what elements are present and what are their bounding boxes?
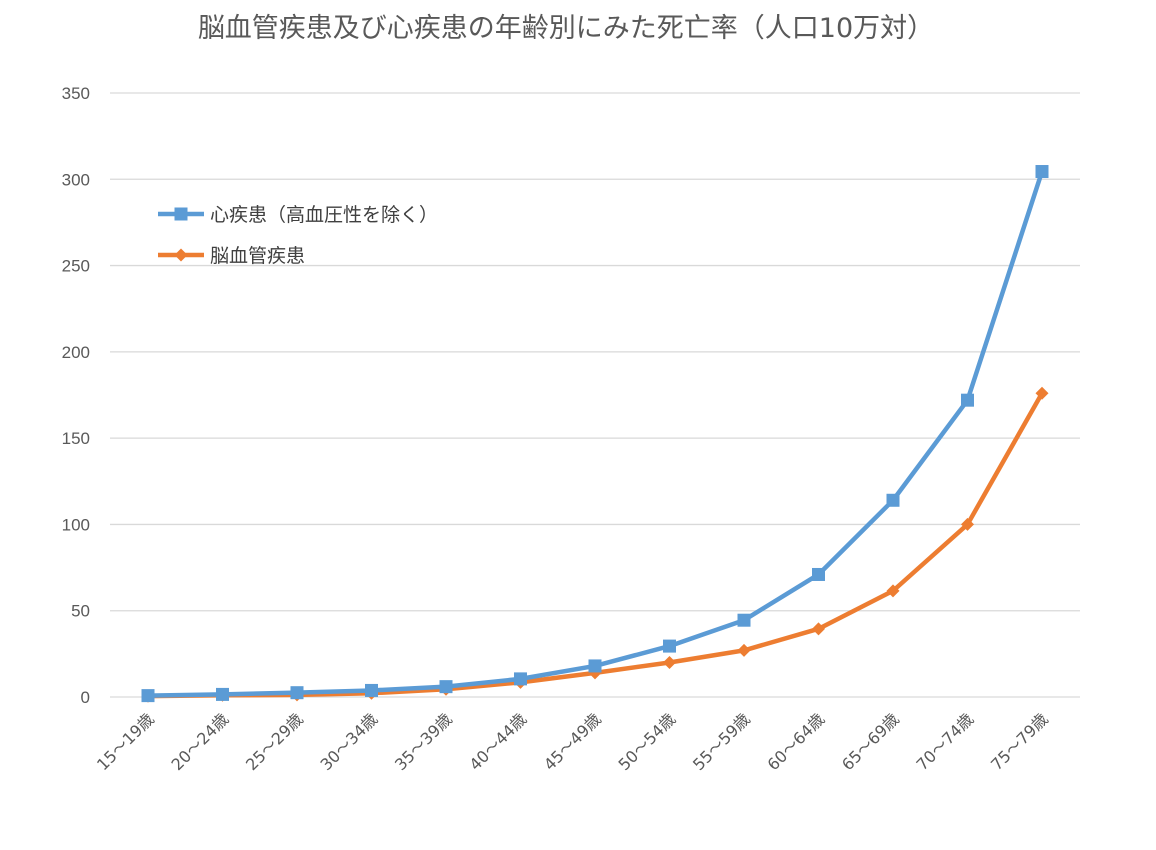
data-point bbox=[961, 517, 974, 531]
x-axis-ticks: 15～19歳 20～24歳 25～29歳 30～34歳 35～39歳 40～44歳 45～4… bbox=[93, 709, 1052, 774]
legend-marker bbox=[174, 207, 188, 221]
x-tick-label: 55～59歳 bbox=[689, 709, 754, 774]
legend-marker bbox=[174, 248, 188, 262]
data-point bbox=[812, 567, 825, 581]
y-tick-label: 0 bbox=[81, 688, 90, 707]
gridlines bbox=[110, 92, 1080, 698]
y-tick-label: 350 bbox=[62, 84, 90, 103]
y-tick-label: 50 bbox=[71, 602, 90, 621]
y-axis-ticks: 0 50 100 150 200 250 300 350 bbox=[62, 84, 90, 707]
legend-item: 心疾患（高血圧性を除く） bbox=[158, 204, 438, 226]
x-tick-label: 30～34歳 bbox=[316, 709, 381, 774]
x-tick-label: 40～44歳 bbox=[465, 709, 530, 774]
data-point bbox=[663, 655, 676, 669]
x-tick-label: 25～29歳 bbox=[242, 709, 307, 774]
data-point bbox=[439, 680, 453, 694]
data-point bbox=[886, 493, 900, 507]
data-point bbox=[514, 672, 527, 686]
x-tick-label: 50～54歳 bbox=[614, 709, 679, 774]
data-point bbox=[216, 687, 229, 701]
legend-label: 心疾患（高血圧性を除く） bbox=[210, 204, 438, 226]
y-tick-label: 100 bbox=[62, 515, 90, 534]
data-point bbox=[737, 613, 751, 627]
legend-label: 脳血管疾患 bbox=[210, 245, 305, 267]
data-point bbox=[663, 639, 676, 653]
y-tick-label: 300 bbox=[62, 170, 90, 189]
data-point bbox=[141, 689, 155, 703]
x-tick-label: 20～24歳 bbox=[167, 709, 232, 774]
y-tick-label: 250 bbox=[62, 257, 90, 276]
series-heart-disease bbox=[141, 165, 1049, 703]
data-point bbox=[588, 659, 602, 673]
y-tick-label: 200 bbox=[62, 343, 90, 362]
legend: 心疾患（高血圧性を除く） 脳血管疾患 bbox=[158, 204, 438, 267]
data-point bbox=[365, 683, 378, 697]
data-point bbox=[737, 643, 751, 657]
x-tick-label: 35～39歳 bbox=[391, 709, 456, 774]
series-cerebrovascular-disease bbox=[141, 386, 1049, 703]
x-tick-label: 15～19歳 bbox=[93, 709, 158, 774]
data-point bbox=[812, 622, 825, 636]
data-point bbox=[290, 686, 304, 700]
data-point bbox=[886, 584, 900, 598]
x-tick-label: 60～64歳 bbox=[763, 709, 828, 774]
data-point bbox=[1035, 386, 1049, 400]
x-tick-label: 75～79歳 bbox=[987, 709, 1052, 774]
chart-title: 脳血管疾患及び心疾患の年齢別にみた死亡率（人口10万対） bbox=[198, 13, 934, 44]
data-point bbox=[961, 393, 974, 407]
x-tick-label: 65～69歳 bbox=[838, 709, 903, 774]
x-tick-label: 45～49歳 bbox=[540, 709, 605, 774]
series-group bbox=[141, 165, 1049, 703]
data-point bbox=[1035, 165, 1049, 179]
y-tick-label: 150 bbox=[62, 429, 90, 448]
legend-item: 脳血管疾患 bbox=[158, 245, 305, 267]
x-tick-label: 70～74歳 bbox=[912, 709, 977, 774]
